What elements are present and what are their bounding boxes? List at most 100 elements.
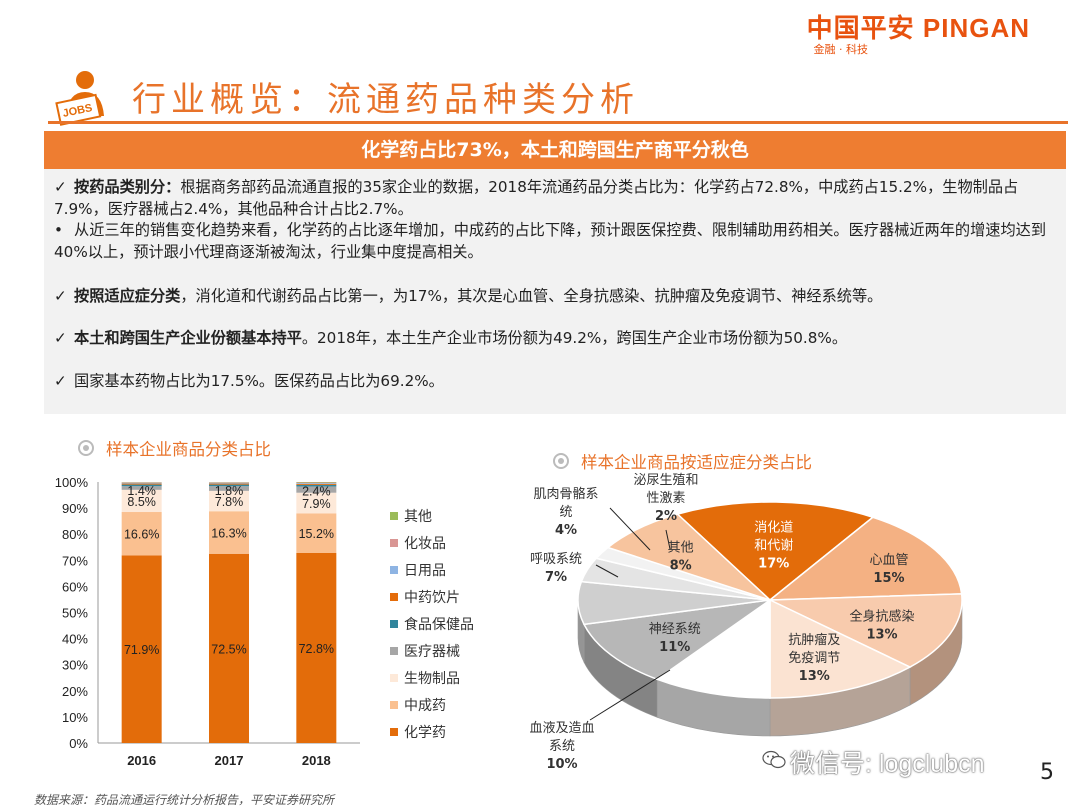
pie-label-percent: 4% — [555, 523, 577, 538]
legend-swatch — [390, 620, 398, 628]
pie-leader-line — [595, 564, 619, 578]
check-icon: ✓ — [54, 329, 67, 347]
bullet-bold: 本土和跨国生产企业份额基本持平 — [74, 329, 302, 347]
pie-slice-label: 抗肿瘤及免疫调节 13% — [788, 632, 840, 684]
company-logo: 中国平安 PINGAN — [806, 13, 1030, 43]
bar-segment — [209, 553, 249, 743]
bullet-market-share: ✓ 本土和跨国生产企业份额基本持平。2018年，本土生产企业市场份额为49.2%，… — [54, 327, 1054, 349]
bullet-text: 根据商务部药品流通直报的35家企业的数据，2018年流通药品分类占比为：化学药占… — [54, 178, 1019, 218]
legend-swatch — [390, 647, 398, 655]
pie-slice — [769, 598, 912, 699]
pie-label-percent: 10% — [546, 757, 577, 772]
legend-label: 食品保健品 — [404, 617, 474, 633]
pie-label-line: 心血管 — [869, 553, 908, 568]
bar-segment — [209, 482, 249, 483]
bar-segment — [209, 486, 249, 491]
bar-data-label: 72.8% — [299, 642, 334, 656]
legend-swatch — [390, 512, 398, 520]
bar-chart-title: 样本企业商品分类占比 — [78, 436, 271, 460]
pie-label-line: 血液及造血 — [529, 721, 594, 736]
check-icon: ✓ — [54, 178, 67, 196]
pie-slice — [769, 593, 963, 668]
radio-bullet-icon — [553, 453, 569, 469]
legend-label: 化学药 — [404, 725, 446, 741]
bullet-essential-drugs: ✓ 国家基本药物占比为17.5%。医保药品占比为69.2%。 — [54, 370, 1054, 392]
legend-item: 化妆品 — [390, 533, 446, 553]
y-tick-label: 60% — [62, 579, 88, 594]
check-icon: ✓ — [54, 287, 67, 305]
legend-item: 日用品 — [390, 560, 446, 580]
page-title: 行业概览：流通药品种类分析 — [132, 80, 639, 120]
pie-label-line: 消化道 — [754, 520, 793, 535]
pie-slice-label: 其他 8% — [668, 540, 694, 573]
legend-label: 医疗器械 — [404, 644, 460, 660]
radio-bullet-icon — [78, 440, 94, 456]
pie-chart-title-text: 样本企业商品按适应症分类占比 — [581, 453, 812, 472]
bar-data-label: 1.8% — [215, 484, 244, 498]
bar-segment — [209, 484, 249, 487]
bar-segment — [296, 482, 337, 483]
bar-segment — [121, 484, 162, 487]
bullet-bold: 按照适应症分类 — [74, 287, 181, 305]
pie-slice — [676, 501, 875, 601]
pie-label-line: 性激素 — [646, 491, 685, 506]
pie-label-line: 肌肉骨骼系 — [533, 486, 598, 502]
bullet-trend: • 从近三年的销售变化趋势来看，化学药的占比逐年增加，中成药的占比下降，预计跟医保… — [54, 219, 1054, 263]
bullet-text: ，消化道和代谢药品占比第一，为17%，其次是心血管、全身抗感染、抗肿瘤及免疫调节… — [180, 287, 883, 305]
pie-label-percent: 15% — [873, 571, 904, 586]
bar-segment — [296, 483, 337, 484]
y-tick-label: 80% — [62, 527, 88, 542]
bar-segment — [209, 490, 249, 512]
x-tick-label: 2016 — [127, 753, 156, 768]
bar-segment — [121, 482, 162, 483]
bar-segment — [296, 483, 337, 485]
y-tick-label: 0% — [69, 736, 88, 751]
bar-segment — [209, 482, 249, 484]
bar-segment — [296, 486, 337, 493]
bullet-indication: ✓ 按照适应症分类，消化道和代谢药品占比第一，为17%，其次是心血管、全身抗感染、… — [54, 285, 1054, 307]
pie-label-line: 呼吸系统 — [530, 552, 582, 567]
bar-data-label: 16.3% — [211, 527, 246, 541]
bullet-text: 。2018年，本土生产企业市场份额为49.2%，跨国生产企业市场份额为50.8%… — [301, 329, 848, 347]
legend-item: 医疗器械 — [390, 641, 460, 661]
page-number: 5 — [1040, 760, 1054, 785]
pie-leader-line — [589, 669, 671, 721]
legend-swatch — [390, 593, 398, 601]
stacked-bar-chart: 0% 10% 20% 30% 40% 50% 60% 70% 80% 90% 100% 71.9% 16… — [55, 475, 360, 768]
y-tick-label: 100% — [55, 475, 89, 490]
legend-label: 日用品 — [404, 563, 446, 579]
y-tick-label: 10% — [62, 710, 88, 725]
bar-segment — [121, 483, 162, 485]
legend-swatch — [390, 539, 398, 547]
pie-label-line: 抗肿瘤及 — [788, 632, 840, 648]
pie-label-line: 免疫调节 — [788, 650, 840, 666]
bar-segment — [209, 483, 249, 485]
dot-icon: • — [54, 221, 63, 239]
pie-label-percent: 17% — [758, 556, 789, 571]
pie-slice-label: 消化道和代谢 17% — [754, 520, 793, 571]
legend-swatch — [390, 701, 398, 709]
pie-slice-label: 心血管 15% — [869, 553, 908, 586]
legend-item: 生物制品 — [390, 668, 460, 688]
pie-slice — [655, 598, 771, 699]
pie-leader-line — [665, 529, 671, 550]
bullet-text: 从近三年的销售变化趋势来看，化学药的占比逐年增加，中成药的占比下降，预计跟医保控… — [54, 221, 1046, 261]
pie-label-percent: 11% — [659, 640, 690, 655]
pie-slice — [606, 513, 771, 601]
pie-chart-title: 样本企业商品按适应症分类占比 — [553, 449, 812, 473]
bar-data-label: 7.9% — [302, 497, 331, 511]
legend-label: 化妆品 — [404, 536, 446, 552]
legend-swatch — [390, 674, 398, 682]
pie-slice-label: 全身抗感染 13% — [849, 609, 914, 643]
pie-label-percent: 13% — [799, 669, 830, 684]
pie-leader-line — [609, 507, 651, 551]
legend-item: 中药饮片 — [390, 587, 460, 607]
summary-banner: 化学药占比73%，本土和跨国生产商平分秋色 — [44, 131, 1066, 169]
bar-data-label: 2.4% — [302, 484, 331, 498]
pie-label-line: 全身抗感染 — [849, 609, 914, 625]
title-divider — [48, 121, 1068, 124]
y-tick-label: 30% — [62, 658, 88, 673]
bar-segment — [121, 486, 162, 490]
bar-data-label: 16.6% — [124, 528, 159, 542]
pie-slice — [767, 516, 963, 601]
